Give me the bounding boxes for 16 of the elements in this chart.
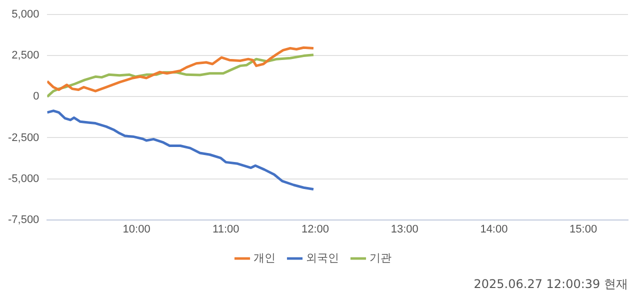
y-tick-label: 2,500 <box>12 50 40 62</box>
y-tick-label: -5,000 <box>8 172 40 185</box>
x-tick-label: 12:00 <box>301 223 330 236</box>
x-tick-label: 10:00 <box>122 223 150 236</box>
x-tick-label: 15:00 <box>570 223 598 236</box>
x-tick-label: 11:00 <box>212 223 240 236</box>
y-tick-label: 0 <box>33 90 40 103</box>
legend-label: 외국인 <box>306 252 339 265</box>
y-tick-label: -7,500 <box>8 214 40 226</box>
x-tick-label: 13:00 <box>390 223 418 236</box>
y-tick-label: 5,000 <box>12 8 40 21</box>
y-tick-label: -2,500 <box>8 132 40 144</box>
legend-label: 개인 <box>253 252 276 265</box>
x-tick-label: 14:00 <box>480 223 508 236</box>
legend-label: 기관 <box>369 252 392 265</box>
text: 2025.06.27 12:00:39 현재 <box>474 276 628 293</box>
